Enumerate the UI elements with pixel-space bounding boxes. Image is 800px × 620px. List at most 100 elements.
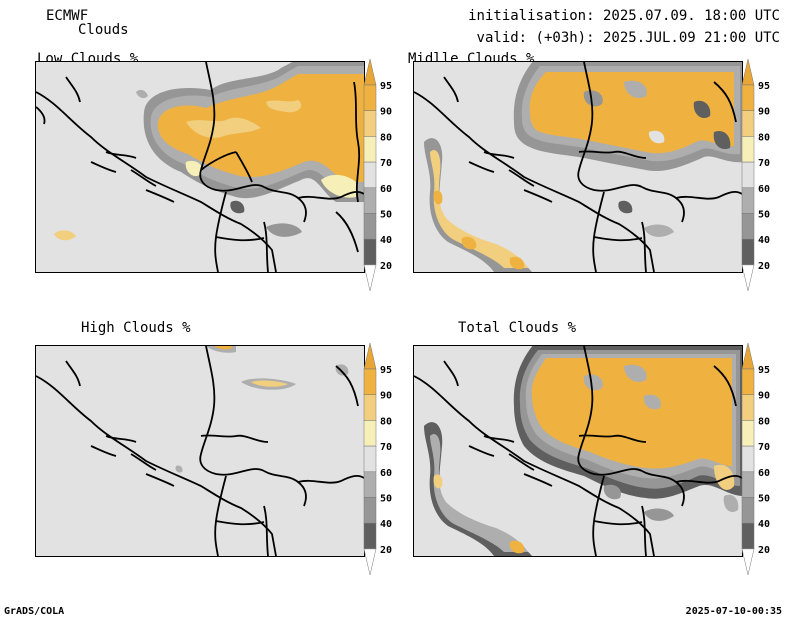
colorbar-segment — [363, 136, 377, 163]
cloud-layer-low — [54, 62, 364, 241]
colorbar-segment-above95 — [363, 343, 377, 370]
colorbar-tick-label: 90 — [758, 391, 770, 402]
map-panel-total — [413, 345, 743, 557]
init-time: initialisation: 2025.07.09. 18:00 UTC — [468, 8, 780, 24]
colorbar-segment — [363, 471, 377, 498]
colorbar-segment — [363, 110, 377, 137]
colorbar-segment-above95 — [363, 59, 377, 86]
cloud-layer-high — [175, 346, 349, 473]
colorbar-bottom-right: 95 90 80 70 60 50 40 20 — [740, 343, 786, 575]
colorbar-tick-label: 40 — [380, 519, 392, 530]
map-total-svg — [414, 346, 742, 556]
colorbar-tick-label: 70 — [380, 158, 392, 169]
map-mid-svg — [414, 62, 742, 272]
valid-label: valid: (+03h): — [476, 30, 595, 46]
colorbar-tick-label: 50 — [380, 494, 392, 505]
footer-software: GrADS/COLA — [4, 606, 65, 617]
map-panel-mid — [413, 61, 743, 273]
colorbar-segment — [741, 394, 755, 421]
colorbar-segment-below20 — [741, 264, 755, 291]
panel-title-high: High Clouds % — [81, 320, 191, 336]
colorbar-segment — [363, 84, 377, 111]
colorbar-segment — [363, 368, 377, 395]
colorbar-segment — [363, 238, 377, 266]
colorbar-segment — [741, 368, 755, 395]
colorbar-segment — [741, 136, 755, 163]
colorbar-tick-label: 95 — [380, 365, 392, 376]
colorbar-svg: 95 90 80 70 60 50 40 20 — [741, 59, 770, 291]
parameter-name: Clouds — [78, 22, 129, 38]
colorbar-segment — [741, 445, 755, 473]
colorbar-tick-label: 80 — [380, 132, 392, 143]
colorbar-tick-label: 80 — [380, 416, 392, 427]
map-panel-high — [35, 345, 365, 557]
colorbar-svg: 95 90 80 70 60 50 40 20 — [363, 59, 392, 291]
colorbar-segment — [741, 497, 755, 524]
colorbar-tick-label: 60 — [758, 184, 770, 195]
cloud-layer-total — [424, 346, 742, 556]
colorbar-tick-label: 20 — [380, 545, 392, 556]
colorbar-tick-label: 20 — [758, 261, 770, 272]
valid-value: 2025.JUL.09 21:00 UTC — [602, 30, 780, 46]
cloud-layer-mid — [424, 62, 742, 272]
colorbar-bottom-left: 95 90 80 70 60 50 40 20 — [362, 343, 408, 575]
colorbar-tick-label: 40 — [758, 519, 770, 530]
colorbar-segment-above95 — [741, 343, 755, 370]
colorbar-segment — [363, 445, 377, 473]
colorbar-segment — [741, 471, 755, 498]
colorbar-tick-label: 40 — [758, 235, 770, 246]
colorbar-segment — [741, 161, 755, 189]
colorbar-segment — [363, 161, 377, 189]
colorbar-tick-label: 60 — [380, 468, 392, 479]
colorbar-segment-below20 — [363, 264, 377, 291]
colorbar-tick-label: 80 — [758, 416, 770, 427]
colorbar-top-left: 95 90 80 70 60 50 40 20 — [362, 59, 408, 291]
colorbar-segment — [741, 110, 755, 137]
borders-low — [36, 62, 364, 272]
colorbar-tick-label: 70 — [758, 442, 770, 453]
colorbar-segment — [741, 238, 755, 266]
colorbar-tick-label: 50 — [380, 210, 392, 221]
colorbar-tick-label: 95 — [758, 81, 770, 92]
colorbar-segment — [741, 420, 755, 447]
colorbar-segment — [363, 420, 377, 447]
colorbar-tick-label: 20 — [380, 261, 392, 272]
colorbar-segment-below20 — [363, 548, 377, 575]
colorbar-tick-label: 60 — [758, 468, 770, 479]
valid-time: valid: (+03h): 2025.JUL.09 21:00 UTC — [477, 30, 780, 46]
colorbar-tick-label: 50 — [758, 494, 770, 505]
init-value: 2025.07.09. 18:00 UTC — [602, 8, 780, 24]
colorbar-tick-label: 90 — [758, 107, 770, 118]
colorbar-tick-label: 70 — [380, 442, 392, 453]
colorbar-segment — [741, 522, 755, 550]
init-label: initialisation: — [468, 8, 595, 24]
borders-high — [36, 346, 364, 556]
colorbar-tick-label: 40 — [380, 235, 392, 246]
colorbar-svg: 95 90 80 70 60 50 40 20 — [741, 343, 770, 575]
colorbar-segment — [363, 394, 377, 421]
colorbar-segment — [741, 84, 755, 111]
panel-title-total: Total Clouds % — [458, 320, 577, 336]
borders-mid — [414, 62, 742, 272]
footer-timestamp: 2025-07-10-00:35 — [685, 606, 782, 617]
colorbar-tick-label: 95 — [758, 365, 770, 376]
colorbar-tick-label: 90 — [380, 107, 392, 118]
colorbar-tick-label: 20 — [758, 545, 770, 556]
colorbar-segment — [363, 497, 377, 524]
colorbar-segment-above95 — [741, 59, 755, 86]
borders-total — [414, 346, 742, 556]
colorbar-tick-label: 60 — [380, 184, 392, 195]
map-low-svg — [36, 62, 364, 272]
colorbar-segment — [741, 187, 755, 214]
colorbar-tick-label: 95 — [380, 81, 392, 92]
colorbar-segment-below20 — [741, 548, 755, 575]
colorbar-segment — [741, 213, 755, 240]
colorbar-tick-label: 50 — [758, 210, 770, 221]
colorbar-segment — [363, 187, 377, 214]
colorbar-top-right: 95 90 80 70 60 50 40 20 — [740, 59, 786, 291]
colorbar-tick-label: 80 — [758, 132, 770, 143]
colorbar-segment — [363, 213, 377, 240]
colorbar-svg: 95 90 80 70 60 50 40 20 — [363, 343, 392, 575]
map-high-svg — [36, 346, 364, 556]
map-panel-low — [35, 61, 365, 273]
